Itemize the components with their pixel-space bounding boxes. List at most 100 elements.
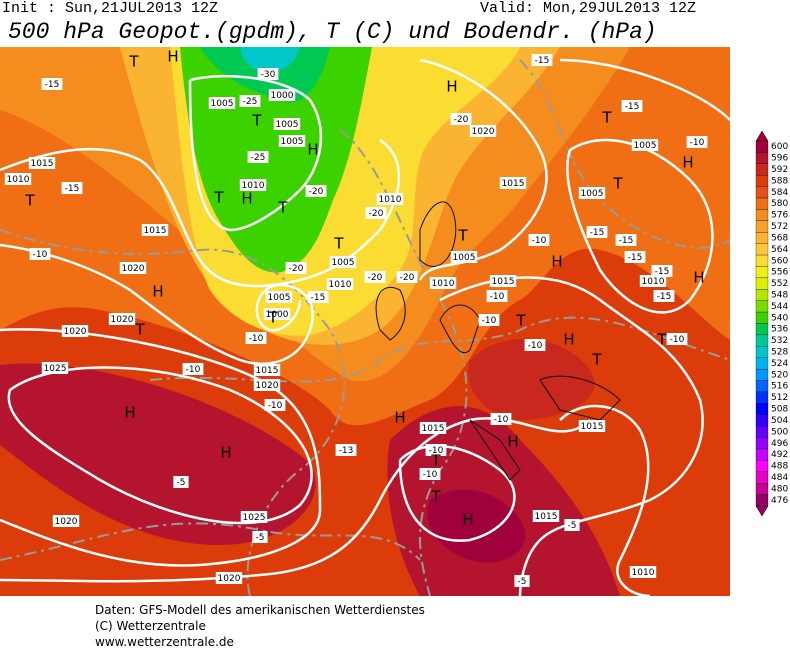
isobar-label: 1010: [7, 175, 30, 185]
temperature-label: -20: [368, 273, 383, 283]
isobar-label-box: [141, 224, 169, 236]
colorbar-label: 480: [771, 484, 788, 494]
colorbar-label: 592: [771, 165, 788, 175]
map-title: 500 hPa Geopot.(gpdm), T (C) und Bodendr…: [8, 19, 657, 45]
isobar-label-box: [208, 97, 236, 109]
pressure-center: H: [507, 433, 518, 451]
temperature-label: -10: [33, 250, 48, 260]
colorbar-swatch: [755, 357, 769, 370]
colorbar-label: 532: [771, 336, 788, 346]
pressure-center: H: [394, 409, 405, 427]
isobar-label: 1005: [453, 253, 476, 263]
isobar-label-box: [61, 325, 89, 337]
temperature-label-box: [490, 413, 512, 425]
temperature-label: -15: [657, 292, 672, 302]
init-time: Init : Sun,21JUL2013 12Z: [2, 0, 218, 17]
isobar-label: 1015: [422, 424, 445, 434]
colorbar-swatch: [755, 426, 769, 438]
colorbar-label: 500: [771, 427, 788, 437]
isobar-label-box: [4, 173, 32, 185]
isobar-label-box: [489, 275, 517, 287]
pressure-center: T: [333, 235, 344, 253]
temperature-label: -15: [535, 56, 550, 66]
temperature-label-box: [586, 226, 608, 238]
colorbar-swatch: [755, 163, 769, 176]
pressure-center: H: [220, 444, 231, 462]
isobar-label-box: [532, 510, 560, 522]
temperature-label: -5: [177, 478, 186, 488]
colorbar-swatch: [755, 300, 769, 313]
temperature-label: -10: [268, 401, 283, 411]
isobar-label: 1015: [144, 226, 167, 236]
temperature-label-box: [173, 476, 189, 488]
colorbar-swatch: [755, 197, 769, 210]
isobar-label: 1020: [256, 381, 279, 391]
temperature-label: -15: [625, 102, 640, 112]
temperature-label-box: [365, 207, 387, 219]
temperature-label-box: [419, 468, 441, 480]
pressure-center: T: [591, 351, 602, 369]
colorbar-swatch: [755, 209, 769, 221]
isobar-label-box: [239, 179, 267, 191]
pressure-center: H: [462, 511, 473, 529]
isobar-label: 1020: [55, 517, 78, 527]
temperature-label-box: [528, 234, 550, 246]
temperature-label: -15: [45, 80, 60, 90]
isobar-label-box: [419, 422, 447, 434]
pressure-center: T: [24, 192, 35, 210]
shading-region: [468, 338, 595, 420]
isobar-label-box: [329, 256, 357, 268]
temperature-label: -15: [311, 293, 326, 303]
shading-region: [0, 363, 316, 545]
isobar-label-box: [499, 177, 527, 189]
pressure-center: T: [277, 199, 288, 217]
temperature-label-box: [478, 314, 500, 326]
isobar-label: 1005: [581, 189, 604, 199]
colorbar-label: 488: [771, 462, 788, 472]
temperature-label-box: [305, 185, 327, 197]
temperature-label: -10: [494, 415, 509, 425]
temperature-label: -10: [249, 334, 264, 344]
temperature-label-box: [61, 182, 83, 194]
colorbar-swatch: [755, 277, 769, 290]
temperature-label-box: [564, 519, 580, 531]
colorbar-label: 528: [771, 348, 788, 358]
temperature-label-box: [245, 332, 267, 344]
colorbar-swatch: [755, 186, 769, 199]
height-line: [0, 522, 421, 561]
isobar-label-box: [629, 566, 657, 578]
pressure-center: T: [251, 112, 262, 130]
isobar-label: 1020: [111, 315, 134, 325]
colorbar-label: 484: [771, 473, 788, 483]
colorbar-label: 596: [771, 154, 788, 164]
colorbar-label: 580: [771, 199, 788, 209]
isobar-label: 1010: [632, 568, 655, 578]
temperature-label-box: [666, 333, 688, 345]
isobar-label-box: [273, 118, 301, 130]
colorbar-swatch: [755, 220, 769, 233]
isobar-label: 1025: [44, 364, 67, 374]
isobar-label-box: [578, 420, 606, 432]
colorbar-label: 520: [771, 370, 788, 380]
colorbar-swatch: [755, 368, 769, 381]
isobar: [7, 366, 313, 525]
pressure-center: T: [128, 53, 139, 71]
isobar-label: 1020: [218, 574, 241, 584]
colorbar-label: 504: [771, 416, 788, 426]
temperature-label: -5: [518, 577, 527, 587]
temperature-label-box: [651, 265, 673, 277]
colorbar-swatch: [755, 448, 769, 461]
pressure-center: H: [682, 154, 693, 172]
valid-time: Valid: Mon,29JUL2013 12Z: [480, 0, 696, 17]
colorbar-swatch: [755, 243, 769, 256]
isobar-label: 1005: [332, 258, 355, 268]
temperature-label-box: [247, 151, 269, 163]
temperature-label-box: [686, 136, 708, 148]
colorbar-label: 600: [771, 142, 788, 152]
pressure-center: T: [430, 488, 441, 506]
colorbar-swatch: [755, 346, 769, 358]
temperature-label: -10: [186, 365, 201, 375]
colorbar-swatch: [755, 323, 769, 336]
colorbar-swatch: [755, 460, 769, 472]
temperature-label: -30: [261, 70, 276, 80]
